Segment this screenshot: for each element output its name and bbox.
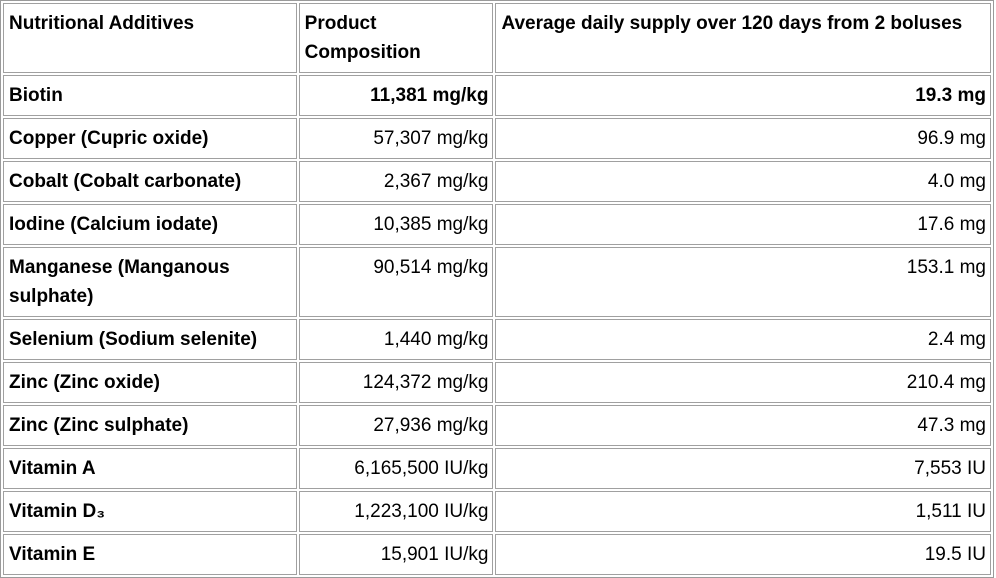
row-composition: 11,381 mg/kg [298,75,494,116]
row-composition: 124,372 mg/kg [298,362,494,403]
table-row: Manganese (Manganous sulphate) 90,514 mg… [3,247,991,317]
header-product-composition: Product Composition [298,3,494,73]
table-row: Zinc (Zinc sulphate) 27,936 mg/kg 47.3 m… [3,405,991,446]
row-supply: 7,553 IU [495,448,991,489]
table-row: Selenium (Sodium selenite) 1,440 mg/kg 2… [3,319,991,360]
row-name: Zinc (Zinc oxide) [3,362,297,403]
row-supply: 19.5 IU [495,534,991,575]
row-supply: 19.3 mg [495,75,991,116]
row-name: Cobalt (Cobalt carbonate) [3,161,297,202]
table-row: Cobalt (Cobalt carbonate) 2,367 mg/kg 4.… [3,161,991,202]
row-composition: 10,385 mg/kg [298,204,494,245]
row-supply: 210.4 mg [495,362,991,403]
row-composition: 1,223,100 IU/kg [298,491,494,532]
row-supply: 17.6 mg [495,204,991,245]
row-name: Copper (Cupric oxide) [3,118,297,159]
header-average-daily-supply: Average daily supply over 120 days from … [495,3,991,73]
row-name: Iodine (Calcium iodate) [3,204,297,245]
table-row: Vitamin A 6,165,500 IU/kg 7,553 IU [3,448,991,489]
row-name: Zinc (Zinc sulphate) [3,405,297,446]
row-composition: 6,165,500 IU/kg [298,448,494,489]
table-row: Iodine (Calcium iodate) 10,385 mg/kg 17.… [3,204,991,245]
row-composition: 57,307 mg/kg [298,118,494,159]
table-row: Copper (Cupric oxide) 57,307 mg/kg 96.9 … [3,118,991,159]
row-name: Selenium (Sodium selenite) [3,319,297,360]
row-supply: 2.4 mg [495,319,991,360]
header-row: Nutritional Additives Product Compositio… [3,3,991,73]
table-row: Vitamin E 15,901 IU/kg 19.5 IU [3,534,991,575]
table-row: Zinc (Zinc oxide) 124,372 mg/kg 210.4 mg [3,362,991,403]
table-row: Vitamin D₃ 1,223,100 IU/kg 1,511 IU [3,491,991,532]
row-supply: 1,511 IU [495,491,991,532]
row-supply: 96.9 mg [495,118,991,159]
header-nutritional-additives: Nutritional Additives [3,3,297,73]
row-composition: 90,514 mg/kg [298,247,494,317]
row-name: Vitamin E [3,534,297,575]
row-composition: 27,936 mg/kg [298,405,494,446]
row-composition: 1,440 mg/kg [298,319,494,360]
row-composition: 15,901 IU/kg [298,534,494,575]
row-supply: 153.1 mg [495,247,991,317]
row-name: Vitamin A [3,448,297,489]
row-supply: 47.3 mg [495,405,991,446]
row-name: Vitamin D₃ [3,491,297,532]
row-name: Manganese (Manganous sulphate) [3,247,297,317]
row-supply: 4.0 mg [495,161,991,202]
row-composition: 2,367 mg/kg [298,161,494,202]
row-name: Biotin [3,75,297,116]
table-row: Biotin 11,381 mg/kg 19.3 mg [3,75,991,116]
